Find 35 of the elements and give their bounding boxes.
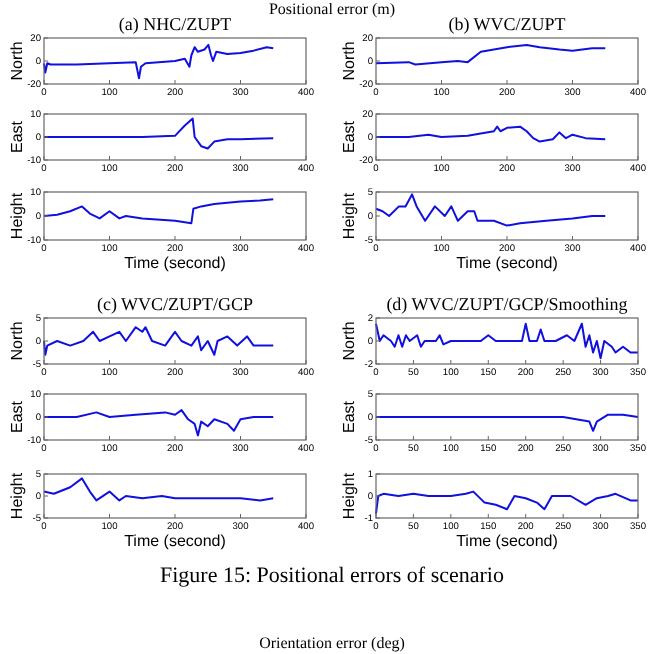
y-axis-title: East <box>340 119 358 154</box>
y-axis-title: North <box>8 321 26 361</box>
line-series <box>375 193 607 227</box>
y-axis-title: North <box>8 41 26 81</box>
line-series <box>375 413 639 432</box>
line-series <box>43 477 275 502</box>
text: Positional error (m) <box>268 0 396 18</box>
y-axis-title: Height <box>8 471 26 520</box>
y-axis-title: North <box>340 41 358 81</box>
x-axis-title: Time (second) <box>456 254 559 272</box>
chart-title: (d) WVC/ZUPT/GCP/Smoothing <box>386 294 629 314</box>
y-axis-title: East <box>8 119 26 154</box>
line-series <box>375 125 607 143</box>
line-series <box>375 43 607 66</box>
chart-title: (c) WVC/ZUPT/GCP <box>96 294 254 314</box>
line-series <box>375 322 639 360</box>
x-axis-title: Time (second) <box>456 532 559 550</box>
y-axis-title: Height <box>8 191 26 240</box>
line-series <box>375 490 639 515</box>
chart-title: (b) WVC/ZUPT <box>448 14 567 34</box>
y-axis-title: Height <box>340 191 358 240</box>
text: Orientation error (deg) <box>259 634 406 652</box>
line-series <box>43 117 275 150</box>
line-series <box>43 198 275 225</box>
line-series <box>43 43 275 80</box>
y-axis-title: East <box>8 399 26 434</box>
x-axis-title: Time (second) <box>124 532 227 550</box>
line-series <box>43 326 275 356</box>
y-axis-title: Height <box>340 471 358 520</box>
y-axis-title: North <box>340 321 358 361</box>
line-series <box>43 409 275 437</box>
chart-title: (a) NHC/ZUPT <box>118 14 233 34</box>
y-axis-title: East <box>340 399 358 434</box>
x-axis-title: Time (second) <box>124 254 227 272</box>
caption: Figure 15: Positional errors of scenario <box>160 564 505 588</box>
